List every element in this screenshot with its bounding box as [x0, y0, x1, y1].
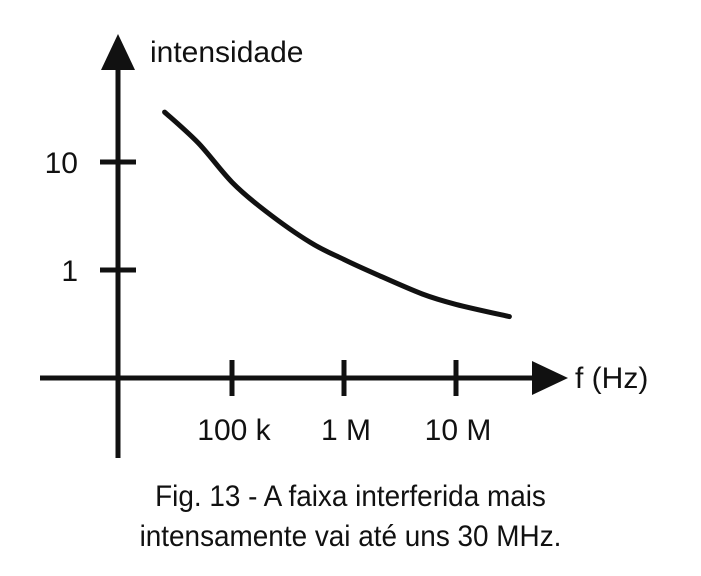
x-tick-label: 1 M [321, 414, 371, 447]
y-tick-label: 1 [61, 255, 78, 288]
figure-caption-line-2: intensamente vai até uns 30 MHz. [139, 520, 562, 553]
x-tick-label: 100 k [197, 414, 271, 447]
x-axis-label: f (Hz) [575, 362, 648, 395]
figure-caption-line-1: Fig. 13 - A faixa interferida mais [155, 480, 546, 513]
y-tick-label: 10 [45, 147, 78, 180]
x-axis-arrowhead [532, 361, 568, 395]
x-tick-label: 10 M [425, 414, 492, 447]
intensity-curve [162, 109, 512, 320]
ticks: 100 k 1 M 10 M 10 1 [45, 147, 492, 447]
chart: 100 k 1 M 10 M 10 1 intensidade f (Hz) [40, 34, 648, 458]
y-axis-label: intensidade [150, 36, 303, 69]
axes [40, 34, 568, 458]
plot-area [162, 109, 512, 320]
y-axis-arrowhead [101, 34, 135, 70]
